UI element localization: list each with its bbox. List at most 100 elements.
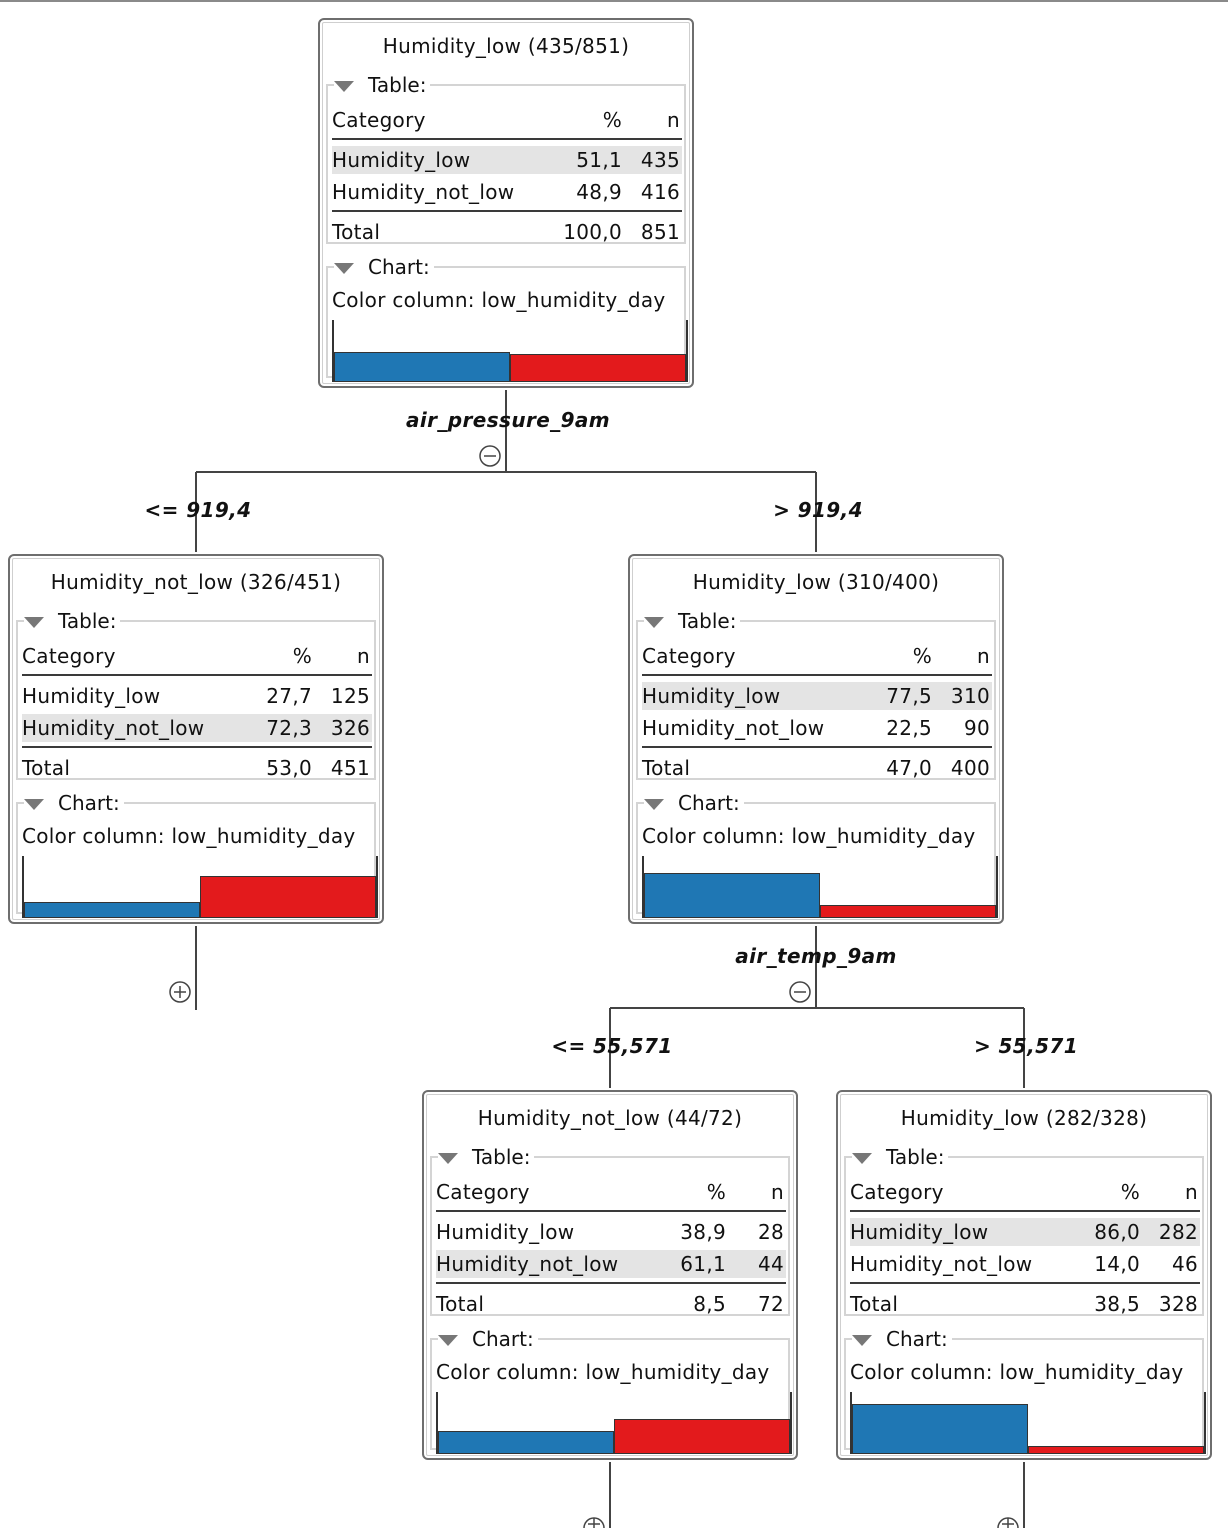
cell-category: Humidity_low: [22, 684, 161, 708]
cell-pct: 51,1: [576, 148, 622, 172]
distribution-chart: [642, 856, 998, 918]
header-rule: [850, 1210, 1200, 1212]
collapse-triangle-icon[interactable]: [644, 798, 664, 810]
total-label: Total: [332, 220, 381, 244]
header-n: n: [977, 644, 990, 668]
expand-plus-icon[interactable]: [997, 1517, 1019, 1528]
table-section-header[interactable]: Table:: [644, 608, 741, 634]
chart-section-header[interactable]: Chart:: [334, 254, 434, 280]
table-row: Humidity_low 77,5 310: [642, 682, 992, 710]
collapse-triangle-icon[interactable]: [852, 1334, 872, 1346]
expand-plus-icon[interactable]: [169, 981, 191, 1003]
cell-n: 44: [757, 1252, 784, 1276]
cell-n: 90: [963, 716, 990, 740]
table-section: Table: Category % n Humidity_low 51,1 43…: [326, 72, 686, 246]
table-section: Table: Category % n Humidity_low 27,7 12…: [16, 608, 376, 780]
table-section-header[interactable]: Table:: [24, 608, 121, 634]
split-attribute-label: air_temp_9am: [735, 944, 897, 968]
total-rule: [332, 210, 682, 212]
collapse-triangle-icon[interactable]: [334, 262, 354, 274]
chart-section-header[interactable]: Chart:: [644, 790, 744, 816]
tree-node-root[interactable]: Humidity_low (435/851) Table: Category %…: [318, 18, 694, 388]
chart-section-label: Chart:: [678, 791, 740, 815]
cell-pct: 72,3: [266, 716, 312, 740]
collapse-triangle-icon[interactable]: [438, 1334, 458, 1346]
tree-node-left[interactable]: Humidity_not_low (326/451) Table: Catego…: [8, 554, 384, 924]
chart-section-label: Chart:: [58, 791, 120, 815]
total-rule: [436, 1282, 786, 1284]
header-rule: [332, 138, 682, 140]
tree-node-right-right[interactable]: Humidity_low (282/328) Table: Category %…: [836, 1090, 1212, 1460]
cell-category: Humidity_not_low: [850, 1252, 1033, 1276]
header-pct: %: [706, 1180, 726, 1204]
table-row: Humidity_not_low 14,0 46: [850, 1250, 1200, 1278]
cell-pct: 38,9: [680, 1220, 726, 1244]
bar-humidity-not-low: [820, 905, 996, 918]
table-total-row: Total 100,0 851: [332, 218, 682, 246]
color-column-label: Color column: low_humidity_day: [850, 1360, 1184, 1384]
header-n: n: [771, 1180, 784, 1204]
collapse-minus-icon[interactable]: [789, 981, 811, 1003]
cell-n: 282: [1158, 1220, 1198, 1244]
color-column-label: Color column: low_humidity_day: [22, 824, 356, 848]
cell-category: Humidity_not_low: [642, 716, 825, 740]
collapse-triangle-icon[interactable]: [24, 616, 44, 628]
chart-section-header[interactable]: Chart:: [24, 790, 124, 816]
collapse-triangle-icon[interactable]: [852, 1152, 872, 1164]
expand-plus-icon[interactable]: [583, 1517, 605, 1528]
table-section-label: Table:: [368, 73, 427, 97]
top-divider: [0, 0, 1228, 2]
chart-section-header[interactable]: Chart:: [438, 1326, 538, 1352]
collapse-triangle-icon[interactable]: [438, 1152, 458, 1164]
total-label: Total: [642, 756, 691, 780]
cell-pct: 86,0: [1094, 1220, 1140, 1244]
split-condition-right: > 919,4: [773, 498, 863, 522]
table-row: Humidity_low 27,7 125: [22, 682, 372, 710]
distribution-chart: [436, 1392, 792, 1454]
cell-n: 326: [330, 716, 370, 740]
table-section-header[interactable]: Table:: [852, 1144, 949, 1170]
total-n: 400: [950, 756, 990, 780]
table-row: Humidity_low 38,9 28: [436, 1218, 786, 1246]
tree-node-right-left[interactable]: Humidity_not_low (44/72) Table: Category…: [422, 1090, 798, 1460]
chart-section-label: Chart:: [886, 1327, 948, 1351]
split-condition-right: > 55,571: [973, 1034, 1079, 1058]
cell-category: Humidity_low: [642, 684, 781, 708]
chart-section: Chart: Color column: low_humidity_day: [636, 790, 998, 918]
total-pct: 47,0: [886, 756, 932, 780]
collapse-triangle-icon[interactable]: [24, 798, 44, 810]
total-n: 72: [757, 1292, 784, 1316]
header-category: Category: [22, 644, 116, 668]
split-attribute-label: air_pressure_9am: [405, 408, 611, 432]
collapse-triangle-icon[interactable]: [644, 616, 664, 628]
cell-pct: 61,1: [680, 1252, 726, 1276]
header-category: Category: [436, 1180, 530, 1204]
cell-category: Humidity_low: [332, 148, 471, 172]
total-label: Total: [436, 1292, 485, 1316]
table-row: Humidity_low 51,1 435: [332, 146, 682, 174]
node-title: Humidity_low (435/851): [382, 34, 630, 58]
table-section-header[interactable]: Table:: [438, 1144, 535, 1170]
color-column-label: Color column: low_humidity_day: [436, 1360, 770, 1384]
bar-humidity-not-low: [200, 876, 376, 918]
node-title: Humidity_low (282/328): [900, 1106, 1148, 1130]
chart-section-header[interactable]: Chart:: [852, 1326, 952, 1352]
cell-n: 46: [1171, 1252, 1198, 1276]
cell-pct: 77,5: [886, 684, 932, 708]
header-n: n: [357, 644, 370, 668]
table-section-label: Table:: [58, 609, 117, 633]
distribution-chart: [22, 856, 378, 918]
cell-n: 310: [950, 684, 990, 708]
chart-section-label: Chart:: [472, 1327, 534, 1351]
table-header-row: Category % n: [22, 642, 372, 670]
header-pct: %: [292, 644, 312, 668]
table-header-row: Category % n: [642, 642, 992, 670]
distribution-chart: [332, 320, 688, 382]
table-section-header[interactable]: Table:: [334, 72, 431, 98]
tree-node-right[interactable]: Humidity_low (310/400) Table: Category %…: [628, 554, 1004, 924]
collapse-triangle-icon[interactable]: [334, 80, 354, 92]
table-row: Humidity_low 86,0 282: [850, 1218, 1200, 1246]
bar-humidity-low: [644, 873, 820, 918]
collapse-minus-icon[interactable]: [479, 445, 501, 467]
